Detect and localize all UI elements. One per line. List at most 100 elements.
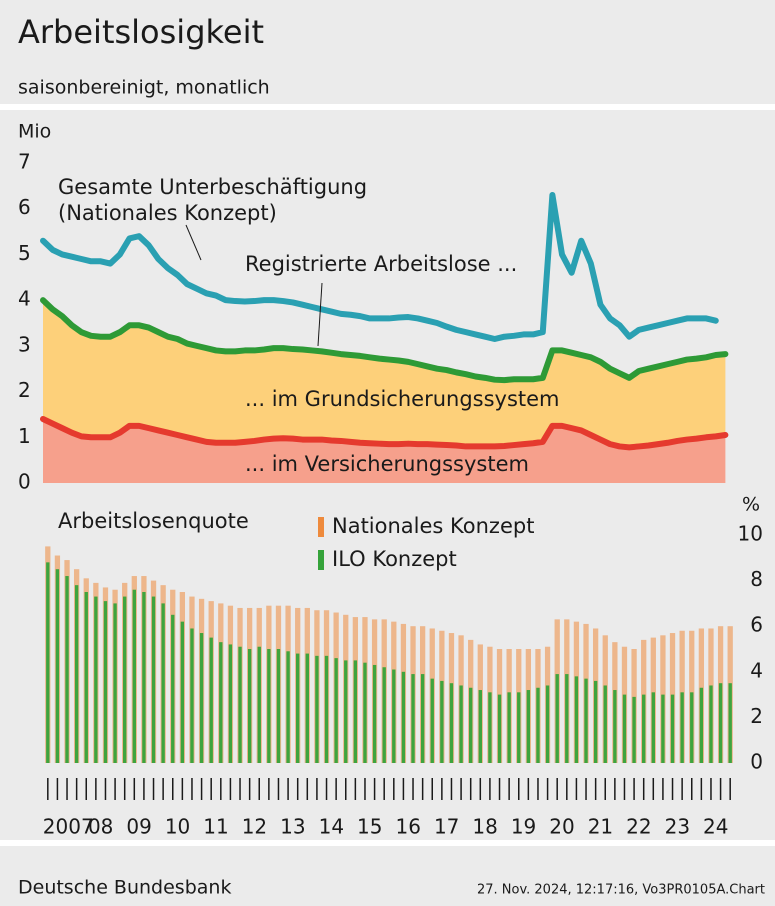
marks bbox=[40, 192, 733, 763]
bar bbox=[449, 683, 454, 763]
x-tick-label: 2007 bbox=[43, 815, 94, 839]
bar bbox=[690, 692, 694, 763]
x-tick-label: 21 bbox=[588, 815, 613, 839]
annotation: Gesamte Unterbeschäftigung bbox=[58, 175, 367, 199]
y-tick-label: 0 bbox=[18, 470, 31, 494]
bar bbox=[344, 660, 348, 763]
y-tick-label: 0 bbox=[750, 750, 763, 774]
bar bbox=[555, 674, 559, 763]
bar bbox=[46, 562, 50, 763]
bar bbox=[526, 690, 531, 763]
y-tick-label: 3 bbox=[18, 332, 31, 356]
bar bbox=[661, 694, 665, 763]
bar bbox=[545, 685, 550, 763]
bar bbox=[151, 596, 156, 763]
x-tick-label: 17 bbox=[434, 815, 459, 839]
area bbox=[43, 300, 726, 448]
bar bbox=[103, 601, 108, 763]
bar bbox=[709, 685, 713, 763]
bar bbox=[507, 692, 511, 763]
bar bbox=[565, 674, 569, 763]
x-tick-label: 16 bbox=[395, 815, 420, 839]
grid bbox=[47, 778, 731, 800]
bar bbox=[113, 603, 117, 763]
bar bbox=[536, 687, 540, 763]
bar bbox=[65, 576, 69, 763]
bar bbox=[219, 642, 223, 763]
bar bbox=[363, 662, 367, 763]
bar bbox=[276, 649, 281, 763]
y-axis-label: % bbox=[742, 494, 760, 516]
leader-line bbox=[317, 282, 323, 347]
legend-label: Nationales Konzept bbox=[332, 514, 534, 538]
bar bbox=[584, 678, 588, 763]
bar bbox=[651, 692, 655, 763]
bar bbox=[315, 655, 319, 763]
x-tick-label: 12 bbox=[242, 815, 267, 839]
x-tick-label: 20 bbox=[549, 815, 574, 839]
x-tick-label: 08 bbox=[88, 815, 113, 839]
line bbox=[40, 416, 729, 451]
bar bbox=[180, 621, 185, 763]
x-tick-label: 18 bbox=[472, 815, 497, 839]
x-tick-label: 22 bbox=[626, 815, 651, 839]
y-tick-label: 6 bbox=[750, 613, 763, 637]
bar bbox=[372, 664, 377, 763]
annotation: ... im Versicherungssystem bbox=[245, 452, 529, 476]
header-bg bbox=[0, 0, 775, 104]
bar bbox=[74, 585, 79, 763]
annotation: ... im Grundsicherungssystem bbox=[245, 387, 560, 411]
y-tick-label: 8 bbox=[750, 567, 763, 591]
subtitle: saisonbereinigt, monatlich bbox=[18, 77, 270, 99]
bar bbox=[497, 694, 502, 763]
bar bbox=[324, 655, 329, 763]
bar bbox=[296, 653, 300, 763]
x-tick-label: 14 bbox=[319, 815, 344, 839]
y-tick-label: 5 bbox=[18, 241, 31, 265]
bar bbox=[382, 667, 386, 763]
bar bbox=[353, 660, 358, 763]
annotation: Registrierte Arbeitslose ... bbox=[245, 252, 517, 276]
bar bbox=[305, 653, 309, 763]
bar bbox=[411, 674, 415, 763]
source: Deutsche Bundesbank bbox=[18, 877, 231, 899]
bar bbox=[238, 646, 242, 763]
bar bbox=[488, 692, 492, 763]
bar bbox=[718, 683, 723, 763]
bar bbox=[593, 680, 598, 763]
bar bbox=[247, 649, 252, 763]
bar bbox=[469, 687, 473, 763]
bar bbox=[603, 685, 607, 763]
bar bbox=[420, 674, 425, 763]
y-tick-label: 2 bbox=[750, 704, 763, 728]
bar bbox=[257, 646, 261, 763]
bar bbox=[574, 676, 579, 763]
bar bbox=[440, 680, 444, 763]
bar bbox=[622, 694, 627, 763]
bar bbox=[286, 651, 290, 763]
x-tick-label: 10 bbox=[165, 815, 190, 839]
bar bbox=[209, 637, 213, 763]
bar bbox=[401, 671, 406, 763]
y-tick-label: 6 bbox=[18, 195, 31, 219]
y-tick-label: 7 bbox=[18, 150, 31, 174]
bar bbox=[517, 692, 521, 763]
bar bbox=[613, 690, 617, 763]
bar bbox=[267, 649, 271, 763]
panel-title: Arbeitslosenquote bbox=[58, 509, 249, 533]
bar bbox=[680, 692, 684, 763]
bar bbox=[199, 633, 204, 763]
bar bbox=[699, 687, 704, 763]
bar bbox=[94, 596, 98, 763]
annotation: (Nationales Konzept) bbox=[58, 201, 277, 225]
y-tick-label: 4 bbox=[18, 287, 31, 311]
bar bbox=[123, 596, 127, 763]
bar bbox=[632, 696, 636, 763]
leader-line bbox=[185, 224, 202, 261]
y-tick-label: 4 bbox=[750, 658, 763, 682]
bar bbox=[132, 589, 136, 763]
title: Arbeitslosigkeit bbox=[18, 13, 264, 51]
